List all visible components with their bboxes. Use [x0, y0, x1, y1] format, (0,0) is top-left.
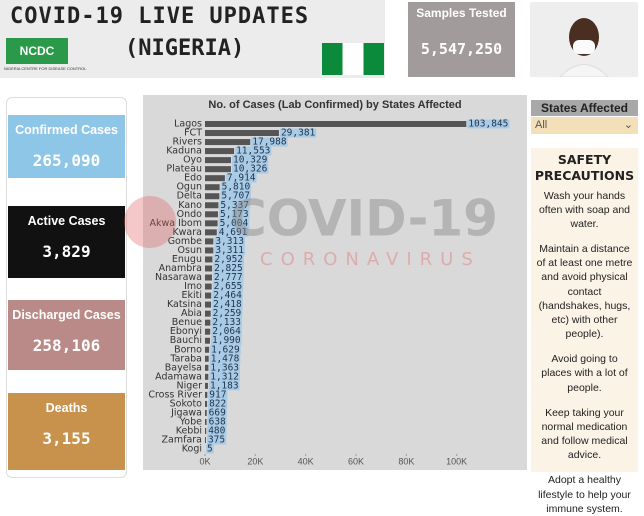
bar [205, 148, 234, 154]
x-tick-label: 0K [199, 456, 210, 466]
bar [205, 392, 207, 398]
bar [205, 265, 212, 271]
bar-chart: No. of Cases (Lab Confirmed) by States A… [143, 95, 527, 470]
bar [205, 220, 218, 226]
bar [205, 211, 218, 217]
bar [205, 247, 213, 253]
x-tick-label: 80K [398, 456, 414, 466]
samples-value: 5,547,250 [408, 40, 515, 58]
bar [205, 139, 250, 145]
y-tick-label: Kogi [182, 444, 202, 455]
bar [205, 374, 208, 380]
logo: NCDC [6, 38, 68, 64]
bar [205, 365, 208, 371]
x-tick-label: 20K [247, 456, 263, 466]
bar [205, 184, 220, 190]
bar [205, 356, 209, 362]
x-tick-label: 100K [446, 456, 467, 466]
value-label: 5 [207, 444, 213, 455]
precautions-panel: SAFETY PRECAUTIONS Wash your hands often… [531, 148, 638, 472]
bar [205, 238, 213, 244]
precaution: Adopt a healthy lifestyle to help your i… [535, 473, 634, 516]
bar [205, 338, 210, 344]
bar [205, 437, 206, 443]
discharged-card: Discharged Cases 258,106 [8, 300, 125, 370]
bar [205, 410, 207, 416]
title: COVID-19 LIVE UPDATES [10, 4, 309, 29]
bar [205, 401, 207, 407]
card-label: Discharged Cases [8, 308, 125, 322]
bar [205, 284, 212, 290]
deaths-card: Deaths 3,155 [8, 393, 125, 470]
bar [205, 202, 218, 208]
bar [205, 419, 207, 425]
x-tick-label: 60K [348, 456, 364, 466]
samples-label: Samples Tested [408, 6, 515, 20]
active-card: Active Cases 3,829 [8, 206, 125, 278]
bar [205, 175, 225, 181]
bar [205, 256, 212, 262]
bar [205, 347, 209, 353]
bar [205, 302, 211, 308]
precautions-title: SAFETY PRECAUTIONS [531, 152, 638, 185]
bar [205, 293, 211, 299]
card-value: 3,155 [8, 429, 125, 448]
logo-caption: NIGERIA CENTRE FOR DISEASE CONTROL [4, 66, 86, 71]
filter-value: All [535, 119, 547, 131]
dropdown-arrow: ⌄ [624, 117, 633, 134]
card-label: Deaths [8, 401, 125, 415]
filter-label: States Affected [531, 100, 638, 116]
bar [205, 166, 231, 172]
bar [205, 275, 212, 281]
card-value: 265,090 [8, 151, 125, 170]
samples-card: Samples Tested 5,547,250 [408, 2, 515, 77]
bar [205, 383, 208, 389]
card-label: Active Cases [8, 214, 125, 228]
card-value: 3,829 [8, 242, 125, 261]
value-label: 103,845 [468, 119, 508, 130]
card-label: Confirmed Cases [8, 123, 125, 137]
bar [205, 229, 217, 235]
header: COVID-19 LIVE UPDATES (NIGERIA) NCDC NIG… [0, 0, 385, 78]
bar [205, 329, 210, 335]
card-value: 258,106 [8, 336, 125, 355]
bar [205, 311, 211, 317]
photo [530, 2, 638, 77]
precaution: Wash your hands often with soap and wate… [535, 189, 634, 232]
bar [205, 428, 206, 434]
chart-title: No. of Cases (Lab Confirmed) by States A… [208, 99, 461, 111]
subtitle: (NIGERIA) [125, 36, 244, 61]
confirmed-card: Confirmed Cases 265,090 [8, 115, 125, 178]
bar [205, 121, 466, 127]
precaution: Maintain a distance of at least one metr… [535, 242, 634, 341]
bar [205, 130, 279, 136]
precaution: Avoid going to places with a lot of peop… [535, 352, 634, 395]
dashboard: COVID-19 LIVE UPDATES (NIGERIA) NCDC NIG… [0, 0, 644, 478]
x-tick-label: 40K [298, 456, 314, 466]
bar [205, 320, 210, 326]
filter-dropdown[interactable]: All ⌄ [531, 117, 638, 134]
bar [205, 157, 231, 163]
bar [205, 193, 219, 199]
flag [322, 43, 384, 75]
precaution: Keep taking your normal medication and f… [535, 406, 634, 463]
